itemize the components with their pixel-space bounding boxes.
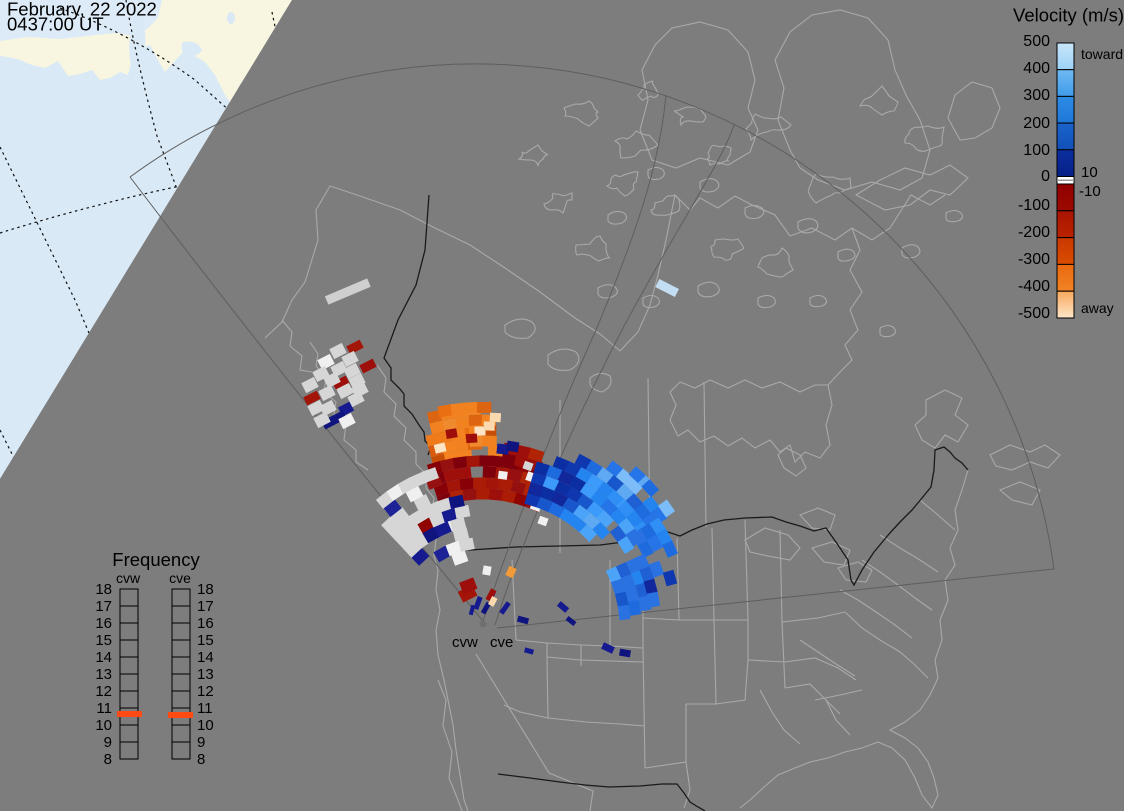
svg-text:12: 12 [95,683,112,700]
svg-text:0437:00 UT: 0437:00 UT [7,14,104,35]
svg-text:13: 13 [197,666,214,683]
svg-text:500: 500 [1023,33,1050,50]
svg-text:9: 9 [197,734,205,751]
svg-text:11: 11 [197,700,213,717]
svg-text:11: 11 [96,700,112,717]
svg-text:away: away [1081,300,1114,316]
svg-text:17: 17 [95,598,112,615]
svg-text:400: 400 [1023,60,1050,77]
svg-text:Velocity (m/s): Velocity (m/s) [1013,5,1124,26]
svg-text:18: 18 [95,581,112,598]
svg-text:14: 14 [197,649,214,666]
svg-text:9: 9 [104,734,112,751]
svg-text:15: 15 [197,632,214,649]
svg-text:-10: -10 [1079,183,1101,200]
svg-text:cvw: cvw [452,634,478,651]
svg-text:February, 22 2022: February, 22 2022 [7,0,157,20]
svg-text:-100: -100 [1018,197,1050,214]
svg-text:10: 10 [95,717,112,734]
svg-text:12: 12 [197,683,214,700]
svg-text:300: 300 [1023,87,1050,104]
svg-text:200: 200 [1023,115,1050,132]
svg-text:0: 0 [1041,168,1050,185]
svg-text:16: 16 [95,615,112,632]
svg-text:10: 10 [197,717,214,734]
svg-text:10: 10 [1081,164,1098,181]
svg-text:-300: -300 [1018,251,1050,268]
svg-text:8: 8 [197,751,205,768]
svg-text:8: 8 [104,751,112,768]
svg-text:-200: -200 [1018,224,1050,241]
svg-text:14: 14 [95,649,112,666]
svg-text:16: 16 [197,615,214,632]
svg-text:-500: -500 [1018,305,1050,322]
svg-text:toward: toward [1081,46,1123,62]
svg-text:-400: -400 [1018,278,1050,295]
svg-text:17: 17 [197,598,214,615]
svg-text:Frequency: Frequency [112,549,200,570]
svg-text:cve: cve [490,634,513,651]
svg-text:13: 13 [95,666,112,683]
svg-text:15: 15 [95,632,112,649]
svg-text:cve: cve [169,570,191,586]
svg-text:100: 100 [1023,142,1050,159]
svg-text:cvw: cvw [116,570,141,586]
svg-text:18: 18 [197,581,214,598]
